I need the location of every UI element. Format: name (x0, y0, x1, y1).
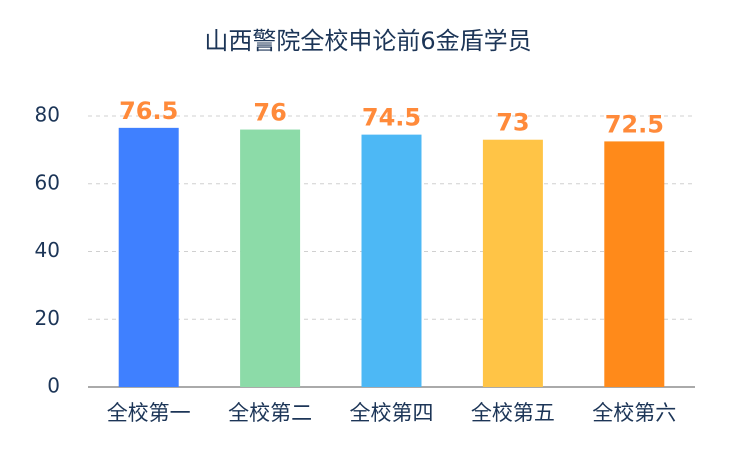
bar (240, 129, 301, 388)
data-label: 73 (496, 109, 529, 137)
x-tick-label: 全校第六 (592, 401, 676, 425)
data-label: 76.5 (119, 97, 178, 125)
bar (118, 127, 179, 387)
y-tick-label: 80 (35, 103, 60, 127)
bar (361, 134, 422, 387)
y-tick-label: 40 (35, 238, 60, 262)
y-tick-label: 60 (35, 170, 60, 194)
bar (604, 141, 665, 387)
y-tick-label: 20 (35, 306, 60, 330)
x-tick-label: 全校第四 (350, 401, 434, 425)
x-tick-label: 全校第五 (471, 401, 555, 425)
data-label: 76 (253, 99, 286, 127)
x-tick-label: 全校第二 (228, 401, 312, 425)
data-label: 74.5 (362, 104, 421, 132)
x-tick-label: 全校第一 (107, 401, 191, 425)
bar (482, 139, 543, 387)
y-tick-label: 0 (47, 374, 60, 398)
chart-title: 山西警院全校申论前6金盾学员 (204, 27, 531, 55)
data-label: 72.5 (605, 110, 664, 138)
